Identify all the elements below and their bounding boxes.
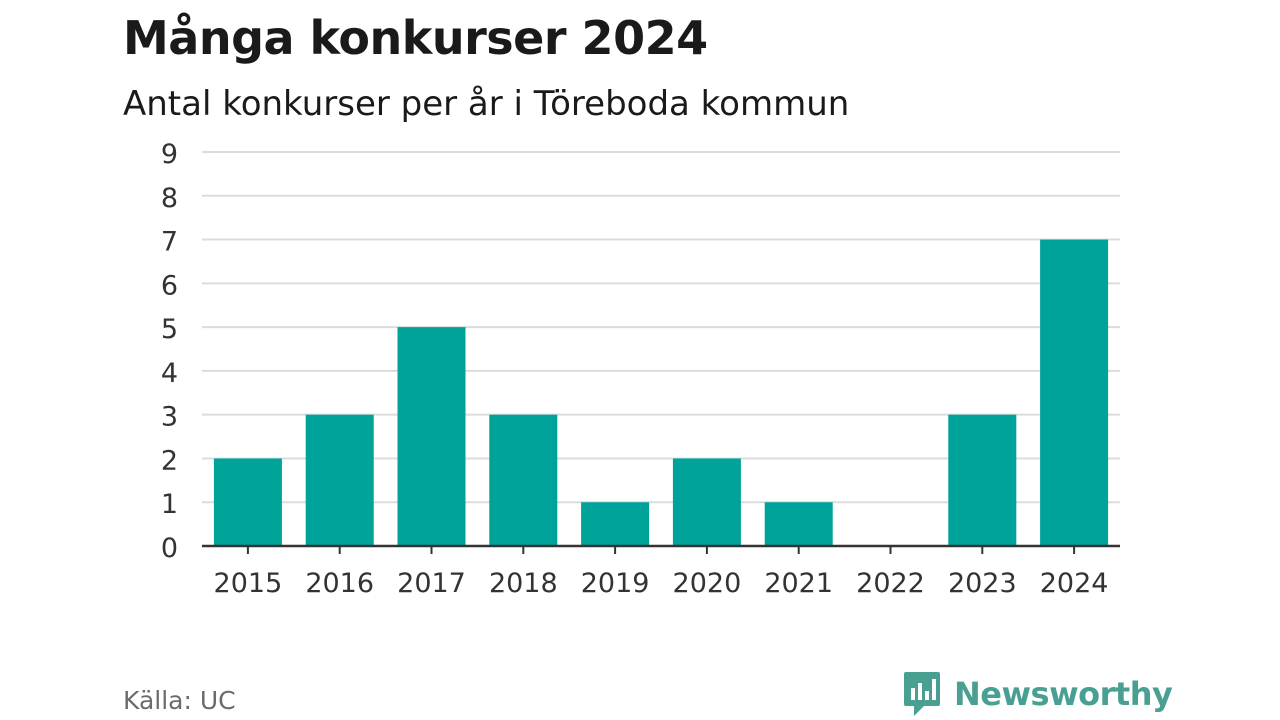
chart-subtitle: Antal konkurser per år i Töreboda kommun [123, 84, 850, 124]
bar-2020 [672, 458, 741, 546]
y-tick-label: 4 [161, 358, 178, 389]
y-tick-label: 6 [161, 270, 178, 301]
bar-2019 [581, 502, 650, 546]
bar-2017 [397, 327, 466, 546]
x-tick-label: 2019 [581, 568, 650, 599]
x-tick-label: 2020 [673, 568, 742, 599]
brand-name: Newsworthy [954, 675, 1173, 713]
x-axis [202, 544, 1120, 554]
bar-2018 [489, 414, 558, 546]
y-tick-label: 0 [161, 533, 178, 564]
x-tick-label: 2022 [856, 568, 925, 599]
x-axis-ticks: 2015 2016 2017 2018 2019 2020 2021 2022 2023 2024 [214, 568, 1109, 599]
bar-2015 [213, 458, 282, 546]
bar-2016 [305, 414, 374, 546]
brand-logo: Newsworthy [902, 670, 1173, 718]
x-tick-label: 2024 [1040, 568, 1109, 599]
x-tick-label: 2015 [214, 568, 283, 599]
y-tick-label: 5 [161, 314, 178, 345]
y-tick-label: 3 [161, 402, 178, 433]
bar-2021 [764, 502, 833, 546]
x-tick-label: 2016 [305, 568, 374, 599]
bar-2023 [948, 414, 1017, 546]
y-tick-label: 1 [161, 489, 178, 520]
newsworthy-logo-icon [904, 672, 940, 716]
y-axis-ticks: 0 1 2 3 4 5 6 7 8 9 [161, 139, 178, 564]
source-label: Källa: UC [123, 686, 236, 715]
x-tick-label: 2021 [764, 568, 833, 599]
bar-2024 [1040, 239, 1109, 547]
y-tick-label: 9 [161, 139, 178, 170]
x-tick-label: 2018 [489, 568, 558, 599]
x-tick-label: 2017 [397, 568, 466, 599]
y-tick-label: 2 [161, 445, 178, 476]
x-tick-label: 2023 [948, 568, 1017, 599]
y-tick-label: 7 [161, 227, 178, 258]
y-tick-label: 8 [161, 183, 178, 214]
bars [213, 239, 1109, 547]
chart-title: Många konkurser 2024 [123, 11, 708, 65]
grid-lines [202, 151, 1120, 504]
